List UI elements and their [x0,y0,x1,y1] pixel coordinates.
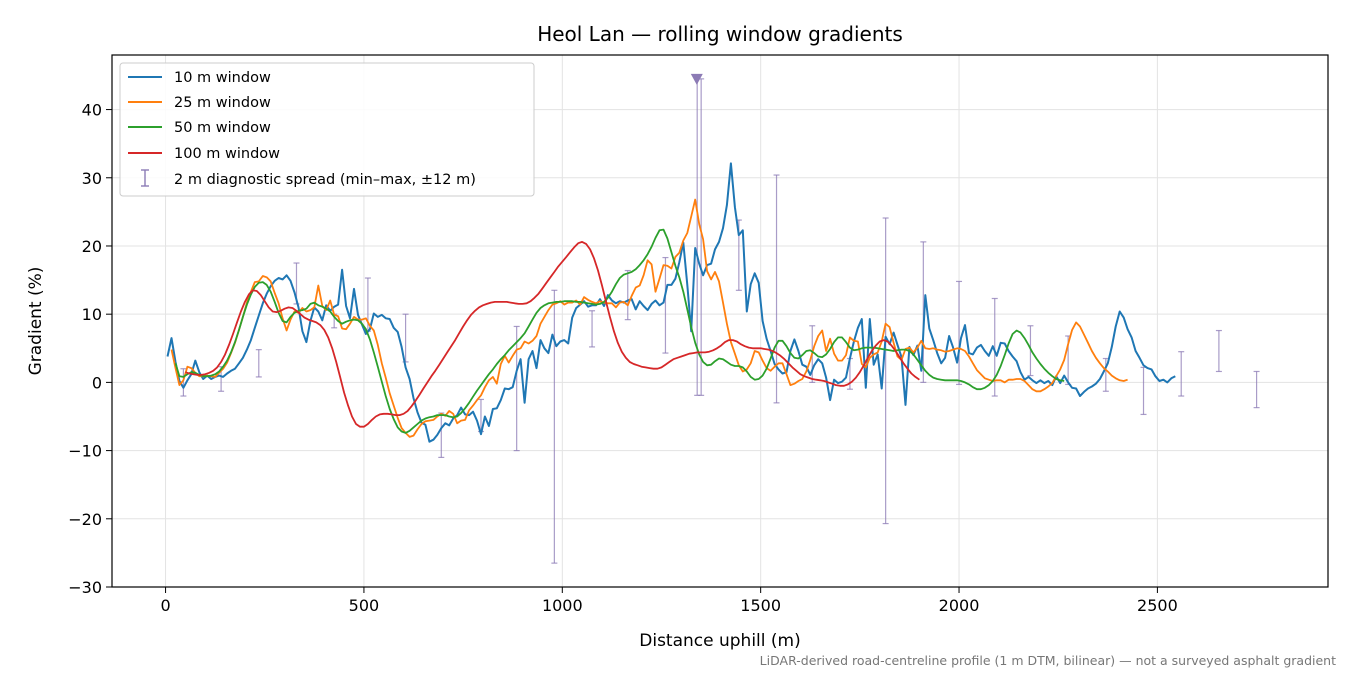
spread-errorbar [1027,325,1034,377]
spread-errorbar [624,269,631,321]
spread-errorbar [551,289,558,564]
legend-label-100m: 100 m window [174,146,280,162]
y-tick-label: 40 [82,101,102,120]
x-axis-label: Distance uphill (m) [639,631,800,651]
y-tick-label: 20 [82,237,102,256]
clipped-value-marker [690,73,703,85]
x-tick-label: 1000 [542,596,583,615]
y-axis-label: Gradient (%) [26,267,46,376]
x-tick-label: 0 [160,596,170,615]
plot-frame [111,54,1329,588]
y-tick-label: 10 [82,305,102,324]
footnote: LiDAR-derived road-centreline profile (1… [760,653,1336,668]
spread-errorbar [956,280,963,386]
legend: 10 m window 25 m window 50 m window 100 … [119,62,535,197]
y-tick-label: 0 [92,373,102,392]
legend-label-10m: 10 m window [174,70,271,86]
y-tick-label: −30 [68,578,102,597]
x-tick-label: 1500 [740,596,781,615]
spread-errorbar [662,256,669,354]
series-line-25m [170,198,1128,438]
x-axis-ticks: 0 500 1000 1500 2000 2500 [160,587,1178,615]
x-tick-label: 500 [349,596,380,615]
spread-errorbar [1178,351,1185,397]
x-tick-label: 2000 [939,596,980,615]
spread-errorbar [589,310,596,348]
legend-label-25m: 25 m window [174,95,271,111]
spread-errorbar [180,368,187,397]
x-tick-label: 2500 [1137,596,1178,615]
spread-errorbar [513,325,520,452]
spread-errorbar [920,241,927,383]
series-line-10m [166,162,1176,443]
legend-box [119,62,535,197]
chart-title: Heol Lan — rolling window gradients [537,22,903,46]
legend-label-spread: 2 m diagnostic spread (min–max, ±12 m) [174,172,476,188]
spread-errorbar [1102,357,1109,392]
spread-errorbar [1215,329,1222,373]
series-line-50m [174,228,1065,434]
series-line-100m [185,240,920,428]
y-tick-label: −10 [68,442,102,461]
spread-errorbar [882,217,889,525]
y-tick-label: −20 [68,510,102,529]
y-axis-ticks: −30 −20 −10 0 10 20 30 40 [68,101,112,597]
series-lines [166,162,1176,443]
spread-errorbar [1253,370,1260,409]
spread-errorbar [1140,366,1147,416]
legend-label-50m: 50 m window [174,120,271,136]
y-tick-label: 30 [82,169,102,188]
spread-errorbars [180,73,1260,564]
spread-errorbar [255,349,262,378]
legend-swatch-spread [141,169,149,187]
